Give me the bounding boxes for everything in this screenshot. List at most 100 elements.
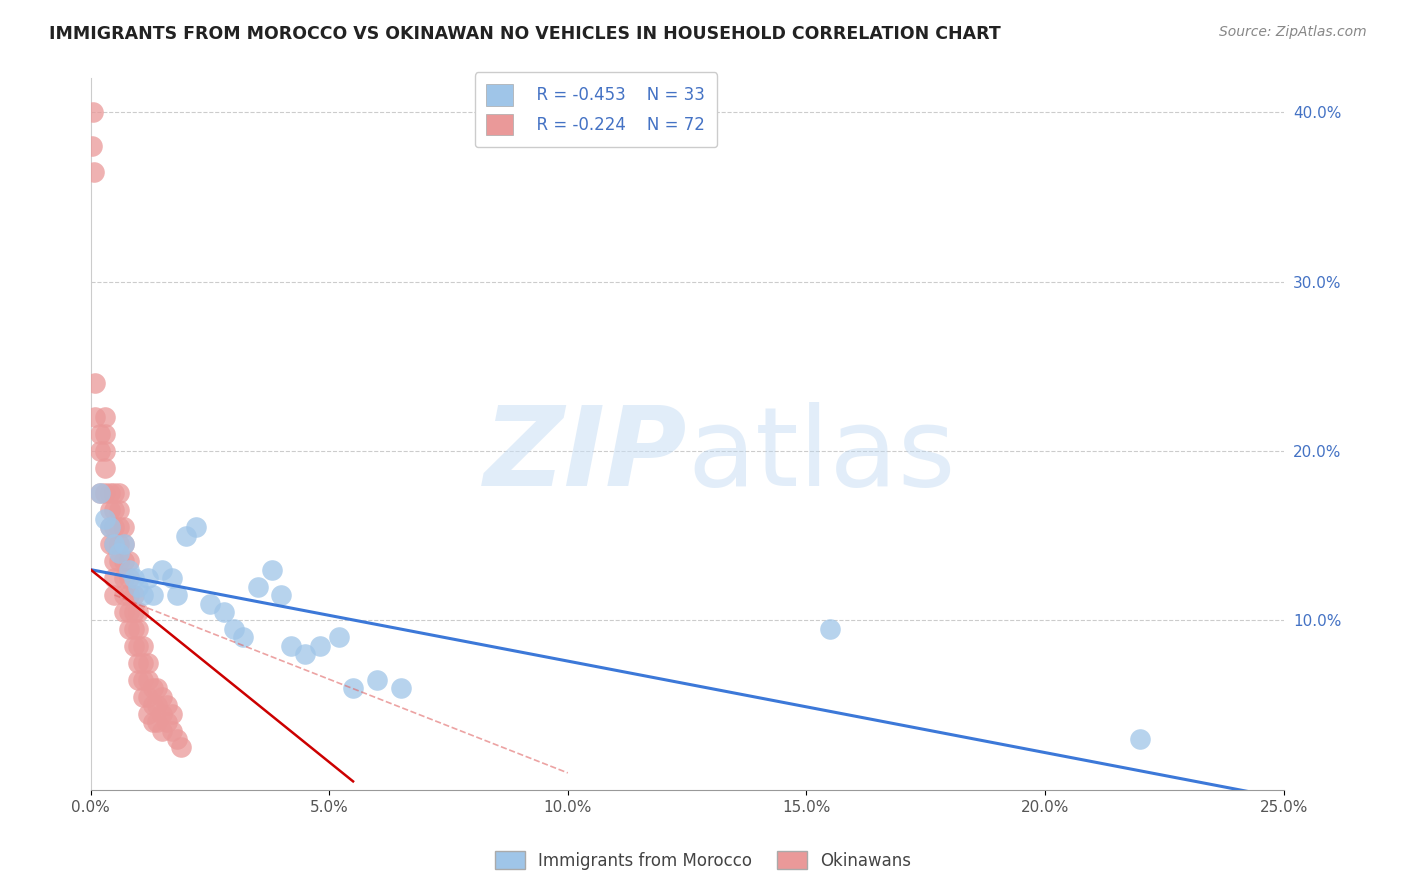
Point <box>89 444 111 458</box>
Point <box>112 520 135 534</box>
Point <box>136 706 159 721</box>
Point <box>142 681 165 696</box>
Point <box>108 537 131 551</box>
Point <box>103 520 125 534</box>
Point <box>127 673 149 687</box>
Point <box>94 410 117 425</box>
Point <box>166 731 188 746</box>
Point <box>94 486 117 500</box>
Point <box>98 520 121 534</box>
Point <box>136 571 159 585</box>
Point <box>103 537 125 551</box>
Point <box>150 723 173 738</box>
Point <box>112 571 135 585</box>
Point <box>108 520 131 534</box>
Point <box>212 605 235 619</box>
Point <box>94 444 117 458</box>
Point <box>127 605 149 619</box>
Point <box>122 588 145 602</box>
Point <box>150 563 173 577</box>
Point <box>342 681 364 696</box>
Point <box>94 427 117 442</box>
Point <box>122 605 145 619</box>
Point <box>112 554 135 568</box>
Point <box>366 673 388 687</box>
Point <box>160 723 183 738</box>
Point <box>127 639 149 653</box>
Point <box>174 529 197 543</box>
Point <box>84 410 107 425</box>
Point <box>103 503 125 517</box>
Point <box>160 706 183 721</box>
Point <box>160 571 183 585</box>
Point <box>103 537 125 551</box>
Point <box>132 639 155 653</box>
Point <box>98 537 121 551</box>
Point <box>127 656 149 670</box>
Point <box>260 563 283 577</box>
Point <box>94 461 117 475</box>
Point <box>112 537 135 551</box>
Point <box>103 571 125 585</box>
Point <box>108 546 131 560</box>
Point <box>142 715 165 730</box>
Point <box>84 376 107 391</box>
Point <box>83 164 105 178</box>
Point <box>108 486 131 500</box>
Point <box>222 622 245 636</box>
Legend: Immigrants from Morocco, Okinawans: Immigrants from Morocco, Okinawans <box>488 845 918 877</box>
Point <box>232 631 254 645</box>
Point <box>98 520 121 534</box>
Point <box>108 554 131 568</box>
Point <box>103 486 125 500</box>
Point <box>1129 731 1152 746</box>
Point <box>389 681 412 696</box>
Point <box>98 486 121 500</box>
Point <box>328 631 350 645</box>
Point <box>146 698 169 713</box>
Point <box>166 588 188 602</box>
Point <box>136 656 159 670</box>
Point <box>127 622 149 636</box>
Point <box>89 427 111 442</box>
Point <box>150 690 173 704</box>
Point <box>112 588 135 602</box>
Text: Source: ZipAtlas.com: Source: ZipAtlas.com <box>1219 25 1367 39</box>
Point <box>136 673 159 687</box>
Point <box>103 554 125 568</box>
Point <box>112 537 135 551</box>
Point <box>156 715 179 730</box>
Point <box>118 588 141 602</box>
Point <box>132 690 155 704</box>
Point <box>280 639 302 653</box>
Point <box>156 698 179 713</box>
Point <box>122 571 145 585</box>
Point <box>142 588 165 602</box>
Point <box>136 690 159 704</box>
Point <box>150 706 173 721</box>
Text: IMMIGRANTS FROM MOROCCO VS OKINAWAN NO VEHICLES IN HOUSEHOLD CORRELATION CHART: IMMIGRANTS FROM MOROCCO VS OKINAWAN NO V… <box>49 25 1001 43</box>
Point <box>122 639 145 653</box>
Point <box>98 503 121 517</box>
Point <box>146 681 169 696</box>
Point <box>132 656 155 670</box>
Point <box>118 605 141 619</box>
Point <box>89 486 111 500</box>
Text: ZIP: ZIP <box>484 402 688 509</box>
Point <box>112 605 135 619</box>
Point <box>94 512 117 526</box>
Point <box>142 698 165 713</box>
Point <box>198 597 221 611</box>
Point <box>820 622 842 636</box>
Legend:   R = -0.453    N = 33,   R = -0.224    N = 72: R = -0.453 N = 33, R = -0.224 N = 72 <box>475 72 717 147</box>
Point <box>118 571 141 585</box>
Point <box>80 139 103 153</box>
Point <box>122 622 145 636</box>
Point <box>132 588 155 602</box>
Text: atlas: atlas <box>688 402 956 509</box>
Point <box>270 588 292 602</box>
Point <box>118 563 141 577</box>
Point <box>118 622 141 636</box>
Point <box>294 648 316 662</box>
Point <box>118 554 141 568</box>
